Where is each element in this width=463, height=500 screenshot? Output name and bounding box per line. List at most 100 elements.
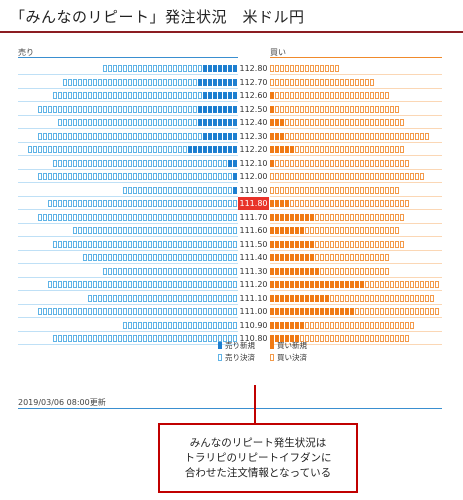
buy-new-order-icon <box>320 308 324 315</box>
buy-settle-order-icon <box>330 92 334 99</box>
sell-settle-order-icon <box>218 240 222 248</box>
sell-settle-order-icon <box>103 132 107 140</box>
buy-orders <box>270 172 425 181</box>
sell-settle-order-icon <box>168 281 172 288</box>
sell-new-order-icon <box>218 146 222 153</box>
sell-settle-order-icon <box>48 281 52 288</box>
sell-settle-order-icon <box>103 65 107 72</box>
buy-settle-order-icon <box>430 281 434 288</box>
sell-settle-order-icon <box>173 308 177 315</box>
buy-new-order-icon <box>285 146 289 153</box>
buy-settle-order-icon <box>375 308 379 315</box>
sell-settle-order-icon <box>183 119 187 126</box>
buy-settle-order-icon <box>330 159 334 167</box>
sell-settle-order-icon <box>123 240 127 248</box>
buy-settle-order-icon <box>270 65 274 72</box>
sell-settle-order-icon <box>128 240 132 248</box>
buy-row-divider <box>270 317 442 318</box>
buy-settle-order-icon <box>305 146 309 153</box>
buy-settle-order-icon <box>320 119 324 126</box>
sell-settle-order-icon <box>148 294 152 302</box>
sell-settle-order-icon <box>78 308 82 315</box>
buy-settle-order-icon <box>375 146 379 153</box>
buy-settle-order-icon <box>395 240 399 248</box>
sell-settle-order-icon <box>123 321 127 329</box>
buy-settle-order-icon <box>430 308 434 315</box>
buy-settle-order-icon <box>400 240 404 248</box>
buy-settle-swatch-icon <box>270 354 274 361</box>
sell-settle-order-icon <box>233 281 237 288</box>
buy-new-order-icon <box>285 281 289 288</box>
buy-settle-order-icon <box>400 159 404 167</box>
buy-new-order-icon <box>310 308 314 315</box>
buy-new-order-icon <box>275 281 279 288</box>
sell-settle-order-icon <box>133 240 137 248</box>
buy-settle-order-icon <box>290 186 294 194</box>
buy-settle-order-icon <box>365 308 369 315</box>
sell-settle-order-icon <box>133 281 137 288</box>
sell-settle-order-icon <box>223 240 227 248</box>
buy-settle-order-icon <box>420 294 424 302</box>
buy-new-order-icon <box>270 105 274 113</box>
sell-settle-order-icon <box>158 254 162 261</box>
sell-settle-order-icon <box>158 267 162 275</box>
sell-settle-order-icon <box>178 335 182 342</box>
sell-settle-order-icon <box>228 186 232 194</box>
buy-settle-order-icon <box>350 159 354 167</box>
sell-settle-order-icon <box>63 105 67 113</box>
buy-settle-order-icon <box>345 213 349 221</box>
sell-settle-order-icon <box>188 240 192 248</box>
buy-new-order-icon <box>300 281 304 288</box>
sell-settle-order-icon <box>158 294 162 302</box>
sell-new-order-icon <box>203 132 207 140</box>
buy-settle-order-icon <box>305 186 309 194</box>
sell-settle-order-icon <box>203 159 207 167</box>
price-label: 111.40 <box>239 253 268 262</box>
buy-new-order-icon <box>270 254 274 261</box>
sell-settle-order-icon <box>53 132 57 140</box>
buy-new-order-icon <box>350 308 354 315</box>
sell-new-order-icon <box>208 78 212 86</box>
buy-new-order-icon <box>275 308 279 315</box>
buy-new-order-icon <box>290 240 294 248</box>
buy-settle-order-icon <box>280 78 284 86</box>
sell-settle-order-icon <box>93 254 97 261</box>
sell-settle-order-icon <box>98 200 102 207</box>
sell-settle-order-icon <box>63 213 67 221</box>
buy-new-order-icon <box>305 240 309 248</box>
buy-settle-order-icon <box>385 308 389 315</box>
sell-settle-order-icon <box>208 321 212 329</box>
buy-new-order-icon <box>285 227 289 234</box>
sell-settle-order-icon <box>143 254 147 261</box>
sell-settle-order-icon <box>183 213 187 221</box>
sell-new-order-icon <box>228 78 232 86</box>
sell-settle-order-icon <box>163 308 167 315</box>
sell-settle-order-icon <box>168 308 172 315</box>
buy-settle-order-icon <box>355 267 359 275</box>
sell-settle-order-icon <box>108 281 112 288</box>
sell-settle-order-icon <box>28 146 32 153</box>
sell-settle-order-icon <box>223 173 227 180</box>
sell-settle-order-icon <box>53 159 57 167</box>
sell-settle-order-icon <box>163 159 167 167</box>
buy-new-order-icon <box>290 146 294 153</box>
sell-settle-order-icon <box>208 267 212 275</box>
buy-new-order-icon <box>355 281 359 288</box>
sell-settle-order-icon <box>123 200 127 207</box>
sell-settle-order-icon <box>188 281 192 288</box>
sell-settle-order-icon <box>138 213 142 221</box>
buy-settle-order-icon <box>395 294 399 302</box>
buy-settle-order-icon <box>285 186 289 194</box>
sell-settle-order-icon <box>168 335 172 342</box>
buy-settle-order-icon <box>315 254 319 261</box>
sell-settle-order-icon <box>223 308 227 315</box>
sell-settle-order-icon <box>83 281 87 288</box>
buy-settle-order-icon <box>365 119 369 126</box>
price-row: 111.10 <box>0 292 463 305</box>
buy-orders <box>270 186 400 195</box>
sell-orders <box>48 199 238 208</box>
buy-settle-order-icon <box>360 119 364 126</box>
sell-settle-order-icon <box>173 321 177 329</box>
buy-new-order-icon <box>290 254 294 261</box>
sell-settle-order-icon <box>173 200 177 207</box>
